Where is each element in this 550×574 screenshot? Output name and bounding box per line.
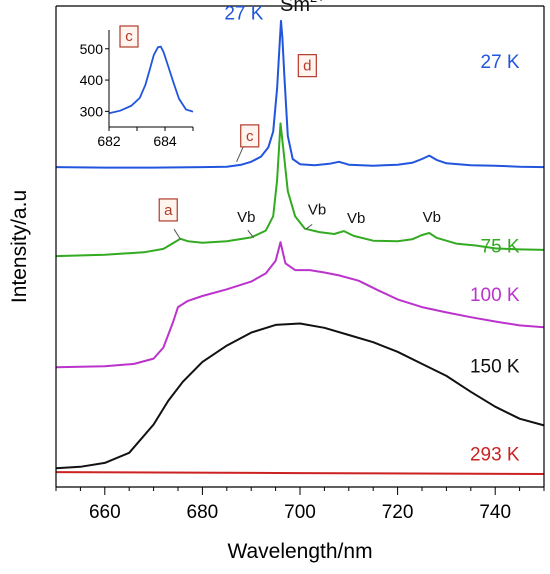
boxed-label-c xyxy=(240,124,260,148)
series-line-75k xyxy=(55,122,545,258)
series-line-293k xyxy=(55,471,545,475)
series-label: 27 K xyxy=(481,52,520,73)
inset-chart: 682 684 300 400 500 c xyxy=(80,25,194,149)
pointer-line xyxy=(247,229,255,239)
series-line-100k xyxy=(55,241,545,369)
boxed-label-d xyxy=(297,54,317,78)
x-tick-label: 720 xyxy=(382,502,414,523)
x-tick-label: 660 xyxy=(89,502,121,523)
inset-x-tick-label: 682 xyxy=(97,133,121,149)
boxed-label-text: c xyxy=(246,128,254,145)
boxed-label-a xyxy=(158,198,178,222)
series-label: 150 K xyxy=(470,356,520,377)
inset-y-tick-label: 500 xyxy=(80,41,104,57)
series-line-27k xyxy=(55,19,545,169)
vb-label: Vb xyxy=(423,209,441,226)
inset-boxed-label xyxy=(119,25,139,48)
inset-x-tick-label: 684 xyxy=(153,133,177,149)
ion-label: Sm2+ xyxy=(280,0,325,16)
x-axis-label: Wavelength/nm xyxy=(227,540,372,563)
series-label: 100 K xyxy=(470,285,520,306)
inset-boxed-label-text: c xyxy=(125,28,133,45)
inset-series-line xyxy=(108,45,194,115)
x-tick-label: 740 xyxy=(479,502,511,523)
x-tick-label: 680 xyxy=(187,502,219,523)
boxed-label-text: a xyxy=(164,202,173,219)
chart-marks xyxy=(55,19,545,475)
series-label: 75 K xyxy=(481,237,520,258)
vb-label: Vb xyxy=(237,209,255,226)
inset-y-tick-label: 400 xyxy=(80,72,104,88)
chart-labels: 27 K 75 K 100 K 150 K 293 K 660 680 700 720 740 Wa… xyxy=(8,0,520,563)
pointer-line xyxy=(305,223,313,230)
x-tick-label: 700 xyxy=(284,502,316,523)
series-label: 293 K xyxy=(470,444,520,465)
temp-label: 27 K xyxy=(224,3,263,24)
pointer-line xyxy=(236,146,244,163)
pointer-line xyxy=(173,228,181,240)
boxed-label-text: d xyxy=(303,58,311,75)
vb-label: Vb xyxy=(308,201,326,218)
series-line-150k xyxy=(55,322,545,470)
plot-frame xyxy=(55,5,545,495)
inset-y-tick-label: 300 xyxy=(80,103,104,119)
vb-label: Vb xyxy=(347,210,365,227)
y-axis-label: Intensity/a.u xyxy=(8,190,31,303)
